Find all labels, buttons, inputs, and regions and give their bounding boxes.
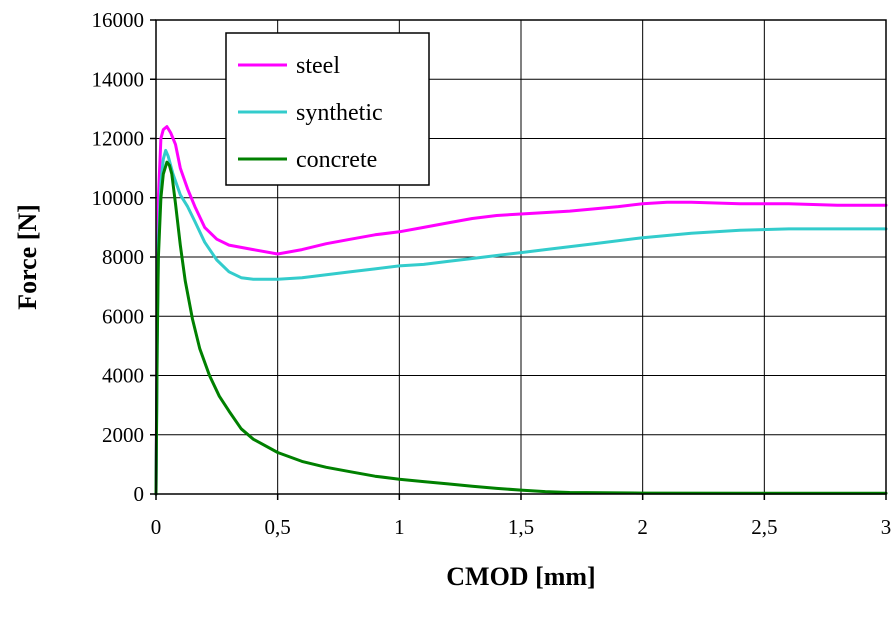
y-tick-label: 16000: [92, 8, 145, 32]
x-tick-label: 1: [394, 515, 405, 539]
y-tick-label: 12000: [92, 127, 145, 151]
x-tick-label: 1,5: [508, 515, 534, 539]
x-tick-label: 0: [151, 515, 162, 539]
y-tick-label: 6000: [102, 304, 144, 328]
legend: steel synthetic concrete: [225, 32, 430, 186]
y-tick-label: 4000: [102, 364, 144, 388]
y-tick-label: 0: [134, 482, 145, 506]
y-axis-title: Force [N]: [13, 204, 42, 310]
legend-label-concrete: concrete: [296, 147, 377, 173]
x-axis-title: CMOD [mm]: [446, 562, 595, 591]
y-axis-ticks: 0 2000 4000 6000 8000 10000 12000 14000 16000: [92, 8, 156, 506]
x-axis-ticks: 0 0,5 1 1,5 2 2,5 3: [151, 494, 892, 539]
x-tick-label: 0,5: [265, 515, 291, 539]
series-line-concrete: [154, 160, 888, 496]
series-line-steel: [154, 125, 888, 496]
y-tick-label: 8000: [102, 245, 144, 269]
y-tick-label: 10000: [92, 186, 145, 210]
x-tick-label: 3: [881, 515, 892, 539]
y-tick-label: 2000: [102, 423, 144, 447]
legend-label-steel: steel: [296, 53, 340, 79]
x-tick-label: 2: [637, 515, 648, 539]
y-tick-label: 14000: [92, 67, 145, 91]
x-tick-label: 2,5: [751, 515, 777, 539]
series-line-synthetic: [154, 148, 888, 496]
series-lines: [154, 125, 888, 496]
legend-label-synthetic: synthetic: [296, 100, 383, 126]
